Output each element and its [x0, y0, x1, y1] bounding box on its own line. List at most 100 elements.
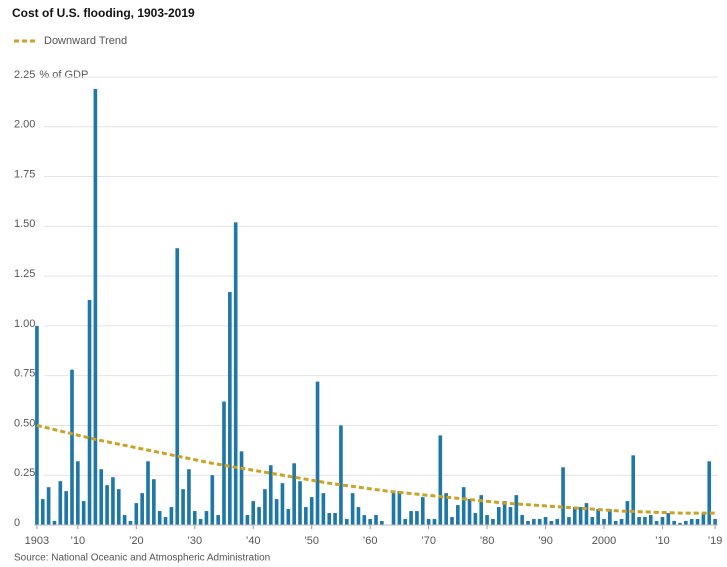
- bar: [128, 521, 133, 525]
- bar: [192, 511, 197, 525]
- bar: [122, 515, 127, 525]
- bar: [344, 519, 349, 525]
- bar: [251, 501, 256, 525]
- x-tick-label: ’19: [708, 535, 723, 547]
- bar: [637, 517, 641, 525]
- bar: [415, 511, 419, 525]
- y-tick-label: 1.00: [14, 318, 35, 330]
- y-tick-label: 1.25: [14, 268, 35, 280]
- bar: [672, 521, 676, 525]
- bar: [374, 515, 378, 525]
- bar: [701, 513, 706, 525]
- bar: [508, 507, 513, 525]
- bar: [274, 499, 279, 525]
- bar: [339, 425, 343, 525]
- bar: [309, 497, 314, 525]
- y-tick-label: 0: [14, 517, 20, 529]
- bar: [660, 517, 665, 525]
- y-unit: % of GDP: [39, 69, 88, 81]
- bar: [105, 485, 109, 525]
- y-tick-label: 1.50: [14, 218, 35, 230]
- bar: [450, 517, 454, 525]
- bar: [228, 292, 232, 525]
- bar: [350, 493, 355, 525]
- bar: [292, 463, 296, 525]
- bar: [304, 507, 308, 525]
- bar: [362, 515, 367, 525]
- bar: [64, 491, 68, 525]
- bar: [461, 487, 466, 525]
- bar: [567, 517, 571, 525]
- bar: [590, 517, 595, 525]
- bar: [543, 517, 548, 525]
- bar: [216, 515, 220, 525]
- x-tick-label: ’80: [480, 535, 495, 547]
- x-tick-label: ’30: [187, 535, 202, 547]
- bar: [157, 511, 162, 525]
- bar: [81, 501, 86, 525]
- y-tick-label: 2.25: [14, 69, 35, 81]
- bar: [40, 499, 45, 525]
- bar: [263, 489, 267, 525]
- x-tick-label: ’40: [246, 535, 261, 547]
- x-tick-label: ’90: [538, 535, 553, 547]
- bar: [666, 513, 671, 525]
- bar: [245, 515, 250, 525]
- bar: [99, 469, 104, 525]
- bar: [596, 509, 600, 525]
- bar: [432, 519, 437, 525]
- bar: [648, 515, 653, 525]
- bar: [561, 467, 565, 525]
- bar: [87, 300, 92, 525]
- bar: [438, 435, 443, 525]
- bar: [456, 505, 460, 525]
- bar: [76, 461, 80, 525]
- bar: [391, 491, 396, 525]
- bar: [496, 507, 501, 525]
- bar: [713, 519, 717, 525]
- bar: [58, 481, 63, 525]
- bar: [444, 493, 448, 525]
- bar: [707, 461, 712, 525]
- bar: [397, 491, 402, 525]
- bar: [520, 515, 524, 525]
- bar: [689, 519, 694, 525]
- bar: [602, 519, 606, 525]
- bar: [116, 489, 121, 525]
- bar: [321, 493, 326, 525]
- bar: [46, 487, 51, 525]
- bar: [572, 507, 577, 525]
- bar: [146, 461, 150, 525]
- bar: [514, 495, 519, 525]
- x-tick-label: 1903: [25, 535, 49, 547]
- x-tick-label: ’60: [363, 535, 378, 547]
- x-tick-label: ’10: [655, 535, 670, 547]
- bar: [169, 507, 174, 525]
- bar: [286, 509, 291, 525]
- bar: [403, 519, 408, 525]
- bar: [502, 501, 507, 525]
- bar: [532, 519, 536, 525]
- bar: [631, 455, 636, 525]
- source: Source: National Oceanic and Atmospheric…: [14, 553, 270, 564]
- bar: [426, 519, 431, 525]
- bar: [654, 521, 659, 525]
- bar: [111, 477, 115, 525]
- bar: [163, 517, 168, 525]
- y-tick-label: 2.00: [14, 119, 35, 131]
- bar: [356, 507, 361, 525]
- bar: [420, 497, 425, 525]
- bar: [625, 501, 630, 525]
- legend-label: Downward Trend: [44, 35, 127, 47]
- bar: [181, 489, 185, 525]
- bar: [549, 521, 554, 525]
- bar: [619, 519, 624, 525]
- bar: [93, 88, 98, 526]
- trend-line: [36, 423, 716, 515]
- bar: [268, 465, 273, 525]
- bar: [198, 519, 203, 525]
- y-tick-label: 0.75: [14, 368, 35, 380]
- bar: [380, 521, 384, 525]
- bar: [479, 495, 484, 525]
